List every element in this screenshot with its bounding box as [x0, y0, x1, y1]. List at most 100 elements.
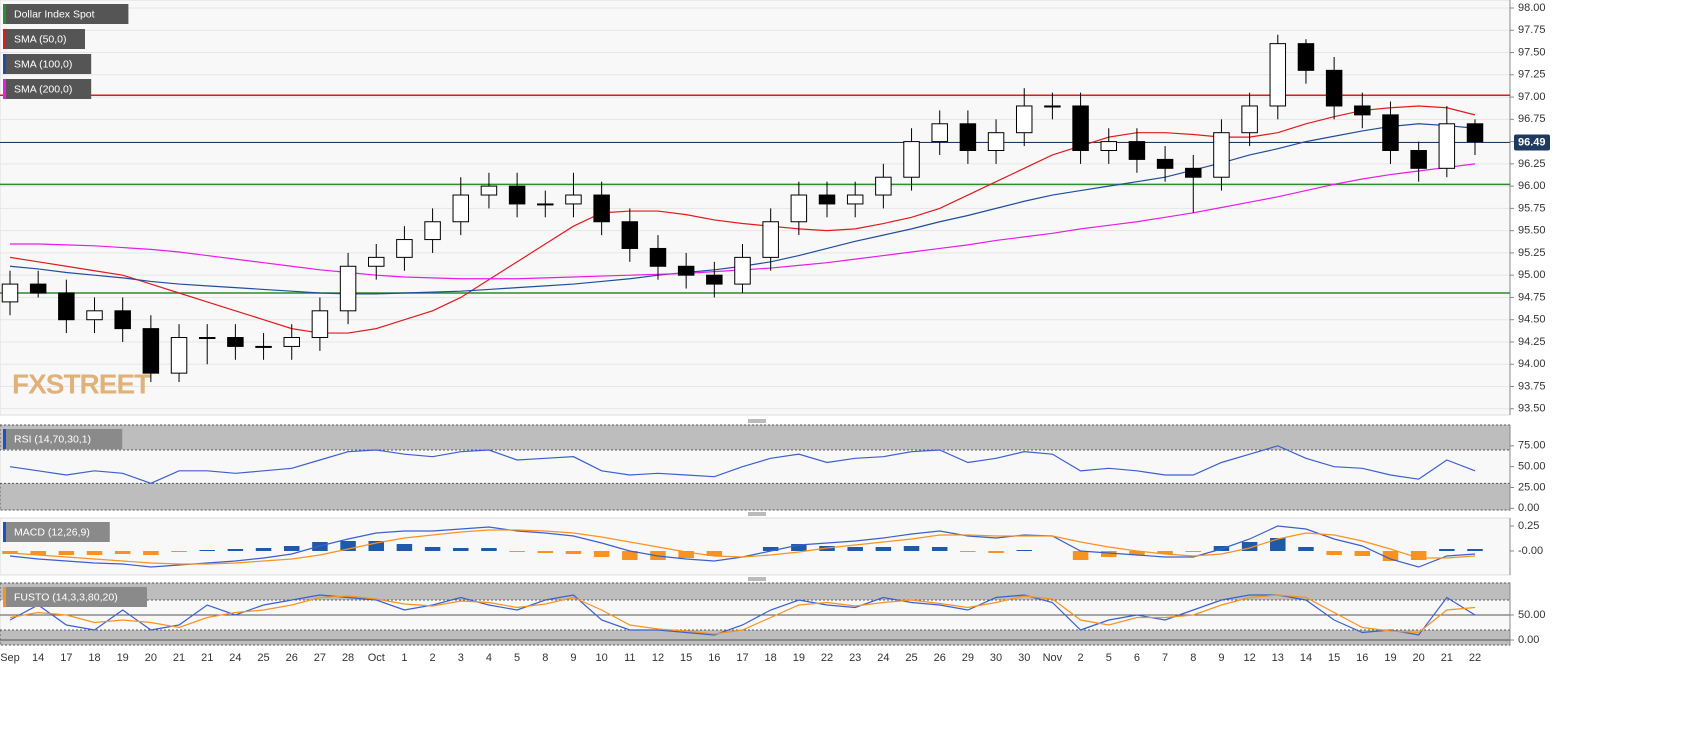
- candle-body: [1, 283, 19, 303]
- candle-body: [706, 274, 723, 285]
- candle-body: [396, 239, 413, 258]
- histogram-bar: [283, 546, 300, 551]
- histogram-bar: [114, 551, 131, 554]
- candle-body: [621, 221, 639, 249]
- candle-body: [508, 185, 526, 205]
- x-tick-label: 20: [145, 652, 157, 664]
- candle-body: [846, 194, 864, 205]
- legend-label: RSI (14,70,30,1): [14, 433, 91, 445]
- candle-body: [1015, 105, 1033, 134]
- candle-body: [903, 141, 920, 178]
- histogram-bar: [622, 551, 638, 560]
- watermark: FXSTREET: [12, 368, 151, 399]
- overbought-band: [0, 582, 1511, 601]
- overbought-band: [0, 424, 1511, 451]
- x-tick-label: 20: [1413, 652, 1425, 664]
- x-tick-label: 28: [342, 652, 354, 664]
- y-tick-label: 95.25: [1518, 247, 1546, 259]
- x-tick-label: 25: [905, 652, 917, 664]
- last-price-box: [1514, 134, 1550, 151]
- histogram-bar: [1382, 551, 1399, 561]
- y-tick-label: 96.75: [1518, 113, 1546, 125]
- x-tick-label: 4: [486, 652, 492, 664]
- histogram-bar: [762, 547, 779, 551]
- candle-body: [1156, 158, 1174, 169]
- x-tick-label: 21: [201, 652, 213, 664]
- candle-body: [1269, 43, 1287, 107]
- x-tick-label: 14: [1300, 652, 1312, 664]
- histogram-bar: [678, 551, 694, 558]
- candle-body: [677, 265, 695, 276]
- legend-swatch: [3, 4, 6, 24]
- y-tick-label: 95.75: [1518, 202, 1546, 214]
- histogram-bar: [791, 544, 807, 551]
- histogram-bar: [424, 547, 441, 551]
- y-tick-label: 0.00: [1518, 634, 1539, 646]
- x-tick-label: 18: [88, 652, 100, 664]
- x-tick-label: 12: [1243, 652, 1255, 664]
- histogram-bar: [1072, 551, 1089, 560]
- histogram-bar: [86, 551, 103, 555]
- histogram-bar: [903, 546, 920, 551]
- legend-swatch: [3, 522, 6, 542]
- histogram-bar: [255, 548, 272, 551]
- histogram-bar: [1354, 551, 1371, 556]
- histogram-bar: [960, 551, 976, 552]
- x-tick-label: 18: [765, 652, 777, 664]
- legend-box: [3, 522, 110, 542]
- candle-body: [424, 221, 441, 241]
- indicator-line: [9, 529, 1476, 565]
- legend-box: [3, 79, 92, 99]
- legend-box: [3, 29, 85, 49]
- legend-swatch: [3, 79, 6, 99]
- x-tick-label: 9: [1218, 652, 1224, 664]
- y-tick-label: 0.00: [1518, 502, 1539, 514]
- x-tick-label: 22: [1469, 652, 1481, 664]
- x-tick-label: 7: [1162, 652, 1168, 664]
- histogram-bar: [537, 551, 554, 553]
- x-tick-label: 27: [314, 652, 326, 664]
- y-tick-label: 25.00: [1518, 481, 1546, 493]
- x-tick-label: 1: [401, 652, 407, 664]
- y-tick-label: 97.75: [1518, 24, 1546, 36]
- histogram-bar: [1016, 550, 1032, 551]
- candle-body: [339, 265, 357, 312]
- histogram-bar: [1326, 551, 1342, 555]
- x-tick-label: 12: [652, 652, 664, 664]
- x-tick-label: 16: [708, 652, 720, 664]
- legend-box: [3, 4, 129, 24]
- x-tick-label: Sep: [0, 652, 20, 664]
- histogram-bar: [1298, 547, 1314, 551]
- candle-body: [1325, 69, 1343, 107]
- x-tick-label: 5: [1106, 652, 1112, 664]
- candle-body: [565, 194, 582, 205]
- y-tick-label: 94.00: [1518, 358, 1546, 370]
- x-tick-label: 23: [849, 652, 861, 664]
- candle-body: [762, 221, 779, 258]
- histogram-bar: [1129, 551, 1145, 555]
- x-tick-label: 24: [877, 652, 889, 664]
- histogram-bar: [2, 551, 18, 554]
- x-tick-label: 19: [117, 652, 129, 664]
- histogram-bar: [1185, 551, 1202, 552]
- histogram-bar: [30, 551, 46, 555]
- indicator-line: [9, 594, 1476, 636]
- x-tick-label: 19: [793, 652, 805, 664]
- candle-body: [170, 337, 188, 374]
- histogram-bar: [1439, 549, 1455, 551]
- legend-swatch: [3, 429, 6, 449]
- candle-body: [1354, 105, 1371, 116]
- x-tick-label: 26: [934, 652, 946, 664]
- legend-swatch: [3, 54, 6, 74]
- y-tick-label: 97.00: [1518, 91, 1546, 103]
- oversold-band: [0, 629, 1511, 646]
- candle-body: [86, 310, 103, 321]
- y-tick-label: 96.25: [1518, 158, 1546, 170]
- y-tick-label: 97.25: [1518, 69, 1546, 81]
- panel-bg: [0, 517, 1511, 576]
- y-tick-label: 93.75: [1518, 380, 1546, 392]
- histogram-bar: [368, 541, 384, 551]
- y-tick-label: 95.50: [1518, 225, 1546, 237]
- histogram-bar: [227, 549, 244, 551]
